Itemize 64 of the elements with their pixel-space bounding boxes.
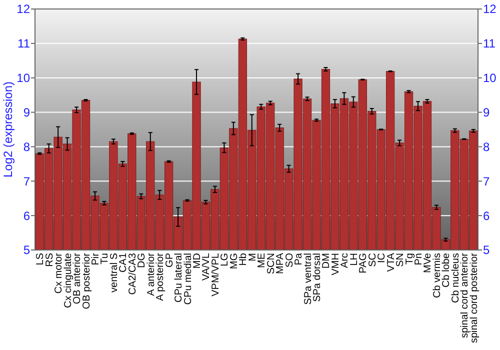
y-tick-label: 12 <box>16 2 30 16</box>
x-tick-label: Cx motor <box>54 252 65 294</box>
x-tick-label: CA2/CA3 <box>127 252 138 295</box>
y-tick-label: 5 <box>23 243 30 258</box>
x-tick-label: SN <box>395 253 406 267</box>
x-tick-label: spinal cord posterior <box>468 252 480 344</box>
x-tick-label: DG <box>136 252 148 268</box>
x-tick-label: IC <box>376 253 388 263</box>
y-tick-label: 10 <box>16 71 30 86</box>
y2-tick-label: 9 <box>483 105 490 120</box>
x-tick-label: Hb <box>238 252 250 266</box>
y2-tick-label: 12 <box>483 2 497 16</box>
x-tick-label: A anterior <box>146 252 157 296</box>
x-tick-label: SO <box>284 252 296 268</box>
x-tick-label: Cb lobe <box>441 252 452 288</box>
x-tick-label: Pa <box>294 252 305 266</box>
x-tick-label: RS <box>44 252 56 267</box>
x-tick-label: VPM/VPL <box>210 252 222 296</box>
y2-tick-label: 7 <box>483 174 490 188</box>
x-tick-label: ME <box>256 252 268 268</box>
x-tick-label: A posterior <box>155 252 166 301</box>
y-tick-label: 11 <box>18 36 30 51</box>
x-tick-label: SC <box>367 253 378 267</box>
x-tick-label: Cx cingulate <box>62 252 74 308</box>
y2-tick-label: 5 <box>483 243 490 258</box>
x-tick-label: OB anterior <box>72 252 84 304</box>
x-tick-label: MVe <box>422 252 434 274</box>
x-tick-label: PAG <box>358 252 370 274</box>
y2-tick-label: 10 <box>483 71 497 86</box>
x-tick-label: DM <box>321 253 332 269</box>
y2-tick-label: 6 <box>483 208 490 223</box>
x-tick-label: Pir <box>90 252 102 266</box>
x-tick-label: Tg <box>404 253 416 265</box>
x-tick-label: MG <box>228 252 240 270</box>
x-tick-label: OB posterior <box>81 252 92 310</box>
x-tick-label: CPu medial <box>182 253 194 305</box>
x-tick-label: Tu <box>100 253 111 264</box>
x-tick-label: LG <box>220 252 231 266</box>
y-tick-label: 6 <box>23 208 30 223</box>
x-tick-label: GP <box>164 252 176 268</box>
x-tick-label: Arc <box>340 253 351 268</box>
x-tick-label: Cb vermis <box>432 253 443 298</box>
x-tick-label: VA/VL <box>201 252 212 281</box>
y-tick-label: 9 <box>23 105 30 120</box>
y-tick-label: 7 <box>23 174 30 188</box>
x-tick-label: CPu lateral <box>174 253 185 302</box>
x-tick-label: VTA <box>386 252 397 272</box>
x-tick-label: ventral S <box>108 252 120 292</box>
x-tick-label: M <box>247 253 258 262</box>
y-tick-label: 8 <box>23 140 30 154</box>
x-tick-label: SPa dorsal <box>312 253 323 302</box>
x-tick-label: CA1 <box>118 252 130 272</box>
y2-tick-label: 8 <box>483 140 490 154</box>
x-tick-label: MPA <box>275 252 286 274</box>
x-tick-label: SCN <box>266 253 277 274</box>
x-tick-label: Pn <box>414 253 425 266</box>
y2-tick-label: 11 <box>483 36 496 51</box>
x-tick-label: Cb nucleus <box>450 253 462 304</box>
x-tick-label: LH <box>348 253 360 266</box>
x-tick-label: SPa ventral <box>302 253 314 305</box>
x-tick-label: VMH <box>330 253 342 276</box>
x-tick-label: spinal cord anterior <box>460 252 471 338</box>
x-tick-label: LS <box>35 252 46 266</box>
y-axis-title: Log2 (expression) <box>1 81 15 178</box>
